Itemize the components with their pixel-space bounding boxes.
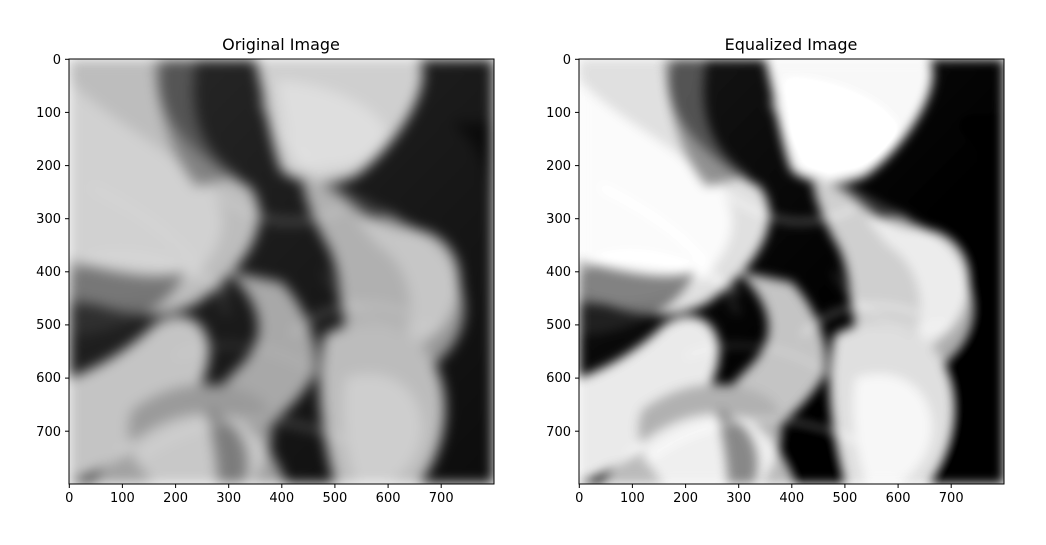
y-tick-label: 300 [546,212,571,227]
original-image [69,59,494,484]
y-tick-label: 500 [36,318,61,333]
x-tick-label: 300 [726,491,751,506]
y-axis: 0 100 200 300 400 500 600 700 [546,53,579,440]
y-tick-label: 500 [546,318,571,333]
x-tick-label: 500 [322,491,347,506]
y-tick-label: 300 [36,212,61,227]
y-tick-label: 200 [546,159,571,174]
y-tick-label: 600 [546,371,571,386]
x-tick-label: 200 [163,491,188,506]
y-tick-label: 0 [53,53,61,68]
x-tick-label: 400 [779,491,804,506]
x-tick-label: 0 [65,491,73,506]
y-tick-label: 700 [36,425,61,440]
x-tick-label: 0 [575,491,583,506]
x-tick-label: 200 [673,491,698,506]
x-tick-label: 400 [269,491,294,506]
x-tick-label: 500 [832,491,857,506]
y-tick-label: 400 [36,265,61,280]
y-axis: 0 100 200 300 400 500 600 700 [36,53,69,440]
x-tick-label: 100 [110,491,135,506]
panel-equalized: Equalized Image 0 100 200 300 400 500 60… [546,35,1005,506]
y-tick-label: 200 [36,159,61,174]
x-tick-label: 300 [216,491,241,506]
y-tick-label: 700 [546,425,571,440]
x-axis: 0 100 200 300 400 500 600 700 [575,484,964,506]
x-axis: 0 100 200 300 400 500 600 700 [65,484,454,506]
y-tick-label: 600 [36,371,61,386]
x-tick-label: 100 [620,491,645,506]
x-tick-label: 700 [939,491,964,506]
y-tick-label: 0 [563,53,571,68]
x-tick-label: 600 [886,491,911,506]
equalized-image [579,59,1004,484]
panel-title: Original Image [222,35,340,54]
y-tick-label: 400 [546,265,571,280]
x-tick-label: 600 [376,491,401,506]
x-tick-label: 700 [429,491,454,506]
panel-title: Equalized Image [725,35,858,54]
panel-original: Original Image 0 100 200 300 400 500 600… [36,35,495,506]
y-tick-label: 100 [36,106,61,121]
y-tick-label: 100 [546,106,571,121]
